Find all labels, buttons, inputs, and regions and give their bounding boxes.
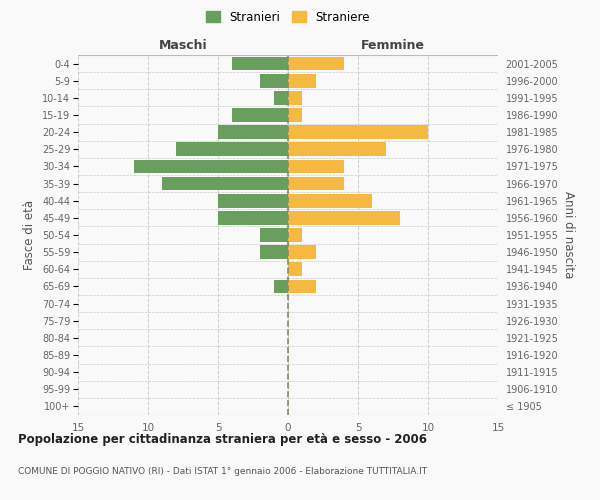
Bar	[218, 126, 288, 139]
Bar	[218, 194, 288, 207]
Bar	[288, 108, 302, 122]
Text: Popolazione per cittadinanza straniera per età e sesso - 2006: Popolazione per cittadinanza straniera p…	[18, 432, 427, 446]
Bar	[288, 160, 344, 173]
Bar	[274, 280, 288, 293]
Bar	[288, 56, 344, 70]
Bar	[260, 74, 288, 88]
Bar	[260, 228, 288, 242]
Bar	[176, 142, 288, 156]
Bar	[218, 211, 288, 224]
Text: Femmine: Femmine	[361, 38, 425, 52]
Bar	[288, 194, 372, 207]
Y-axis label: Anni di nascita: Anni di nascita	[562, 192, 575, 278]
Bar	[288, 211, 400, 224]
Bar	[288, 246, 316, 259]
Bar	[162, 176, 288, 190]
Bar	[274, 91, 288, 104]
Bar	[288, 262, 302, 276]
Bar	[288, 126, 428, 139]
Bar	[288, 142, 386, 156]
Bar	[288, 280, 316, 293]
Legend: Stranieri, Straniere: Stranieri, Straniere	[201, 6, 375, 28]
Bar	[288, 91, 302, 104]
Bar	[134, 160, 288, 173]
Bar	[288, 176, 344, 190]
Bar	[288, 228, 302, 242]
Bar	[232, 56, 288, 70]
Bar	[260, 246, 288, 259]
Bar	[288, 74, 316, 88]
Text: Maschi: Maschi	[158, 38, 208, 52]
Bar	[232, 108, 288, 122]
Y-axis label: Fasce di età: Fasce di età	[23, 200, 37, 270]
Text: COMUNE DI POGGIO NATIVO (RI) - Dati ISTAT 1° gennaio 2006 - Elaborazione TUTTITA: COMUNE DI POGGIO NATIVO (RI) - Dati ISTA…	[18, 468, 427, 476]
